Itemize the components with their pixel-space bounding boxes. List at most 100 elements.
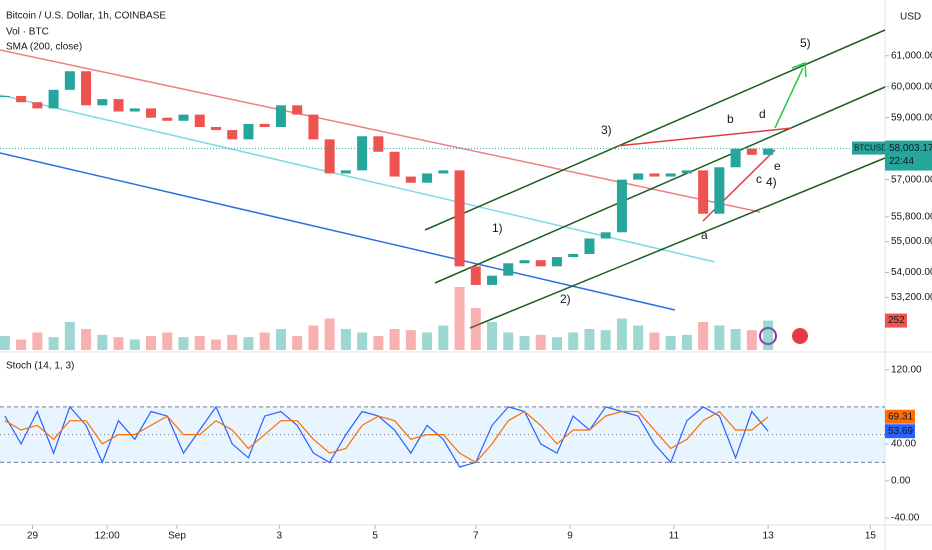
candle	[308, 114, 319, 140]
candle	[665, 173, 676, 177]
candle	[470, 266, 481, 285]
volume-last-label: 252	[888, 315, 905, 326]
arrow	[774, 67, 804, 129]
volume-bar	[178, 337, 189, 350]
candle	[178, 114, 189, 121]
volume-bar	[97, 334, 108, 350]
y-tick-label: 61,000.00	[891, 50, 932, 61]
volume-bar	[681, 334, 692, 350]
volume-bar	[535, 334, 546, 350]
trend-line	[0, 49, 761, 213]
volume-box	[885, 313, 907, 328]
volume-bar	[763, 320, 774, 350]
flag-icon[interactable]	[792, 328, 808, 344]
sma-label: SMA (200, close)	[6, 42, 82, 53]
candle	[243, 123, 254, 140]
candle	[698, 170, 709, 214]
sma-line	[0, 94, 716, 263]
y-tick-label: -40.00	[891, 513, 920, 524]
candle	[746, 148, 757, 155]
volume-bar	[292, 336, 303, 350]
volume-bar	[389, 329, 400, 350]
symbol-box	[852, 141, 885, 155]
candle	[227, 130, 238, 140]
x-tick-label: 11	[669, 531, 680, 542]
event-icon[interactable]	[759, 327, 777, 345]
volume-bar	[227, 334, 238, 350]
value-label: 53.69	[888, 426, 913, 437]
volume-bar	[698, 322, 709, 350]
annotations: 1) 2) 3) 4) 5) a b c d e	[492, 36, 811, 306]
candle	[357, 136, 368, 171]
volume-bar	[357, 332, 368, 350]
volume-bar	[422, 332, 433, 350]
symbol-label: BTCUSD	[854, 144, 887, 153]
x-tick-label: 29	[27, 531, 39, 542]
candle	[162, 117, 173, 121]
x-tick-label: 5	[372, 531, 378, 542]
candle	[633, 173, 644, 180]
annotation: e	[774, 159, 781, 173]
volume-bar	[616, 318, 627, 350]
y-tick-label: 57,000.00	[891, 174, 932, 185]
volume-bar	[162, 332, 173, 350]
y-tick-label: 60,000.00	[891, 81, 932, 92]
volume-bar	[568, 332, 579, 350]
y-tick-label: 40.00	[891, 439, 916, 450]
annotation: 1)	[492, 221, 503, 235]
volume-bar	[308, 325, 319, 350]
candle	[81, 71, 92, 106]
candle	[113, 99, 124, 112]
stoch-title: Stoch (14, 1, 3)	[6, 361, 74, 372]
volume-bar	[16, 339, 27, 350]
triangle-line	[616, 127, 793, 147]
chart-title: Bitcoin / U.S. Dollar, 1h, COINBASE	[6, 11, 166, 22]
x-tick-label: 13	[763, 531, 775, 542]
volume-bar	[32, 332, 43, 350]
candle	[340, 170, 351, 174]
volume-bar	[64, 322, 75, 350]
value-label: 69.31	[888, 411, 913, 422]
y-tick-label: 120.00	[891, 364, 922, 375]
volume-bar	[438, 325, 449, 350]
candle	[551, 257, 562, 267]
candle	[714, 167, 725, 214]
x-tick-label: 15	[865, 531, 877, 542]
candle	[584, 238, 595, 254]
channel-line	[469, 157, 886, 329]
candle	[600, 232, 611, 239]
value-box	[885, 424, 915, 439]
plot: 61,000.00 60,000.00 59,000.00 57,000.00 55,8…	[0, 50, 932, 542]
volume-bar	[730, 329, 741, 350]
candle	[97, 99, 108, 106]
annotation: 3)	[601, 123, 612, 137]
candle	[503, 263, 514, 276]
annotation: 2)	[560, 292, 571, 306]
volume-bar	[340, 329, 351, 350]
x-tick-label: 9	[567, 531, 573, 542]
candle	[373, 136, 384, 152]
volume-bar	[584, 329, 595, 350]
candle	[616, 179, 627, 233]
volume-bar	[243, 337, 254, 350]
candle	[454, 170, 465, 267]
volume-bar	[600, 330, 611, 350]
channel-line	[434, 86, 886, 284]
candle	[649, 173, 660, 177]
candle	[763, 148, 774, 155]
volume-bar	[551, 337, 562, 350]
annotation: c	[756, 172, 762, 186]
volume-bar	[714, 325, 725, 350]
channel-line	[424, 29, 886, 231]
y-tick-label: 53,200.00	[891, 292, 932, 303]
volume-bar	[470, 308, 481, 350]
stoch-line	[4, 410, 769, 464]
candle	[405, 176, 416, 183]
volume-bar	[487, 322, 498, 350]
y-tick-label: 0.00	[891, 476, 911, 487]
y-tick-label: 55,000.00	[891, 236, 932, 247]
volume-bar	[129, 339, 140, 350]
annotation: 5)	[800, 36, 811, 50]
